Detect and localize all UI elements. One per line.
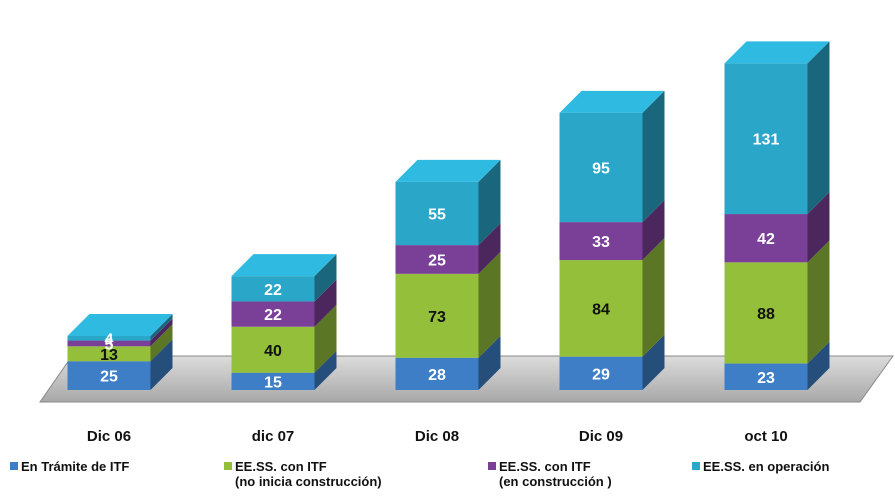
legend-label: EE.SS. con ITF (en construcción ) xyxy=(499,459,612,489)
bar-side xyxy=(150,313,173,341)
data-label: 4 xyxy=(105,331,114,348)
bar-top xyxy=(395,159,501,182)
bar-side xyxy=(314,279,337,327)
bar-side xyxy=(807,341,830,390)
bar-segment xyxy=(231,301,315,327)
bar-segment xyxy=(395,273,479,358)
data-label: 22 xyxy=(264,307,282,324)
data-label: 73 xyxy=(428,309,446,326)
bar-segment xyxy=(231,372,315,390)
data-label: 33 xyxy=(592,234,610,251)
data-label: 55 xyxy=(428,206,446,223)
bar-segment xyxy=(559,222,643,261)
data-label: 22 xyxy=(264,282,282,299)
legend-swatch xyxy=(10,462,18,470)
bar-side xyxy=(642,334,665,390)
bar-side xyxy=(314,254,337,302)
bar-segment xyxy=(559,356,643,390)
bar-side xyxy=(478,223,501,274)
data-label: 25 xyxy=(100,369,118,386)
bar-segment xyxy=(395,245,479,274)
bar-side xyxy=(150,339,173,390)
bar-side xyxy=(150,318,173,347)
bar-segment xyxy=(67,346,151,362)
data-label: 84 xyxy=(592,301,610,318)
category-label: Dic 09 xyxy=(578,428,624,445)
category-label: oct 10 xyxy=(744,428,788,445)
bar-side xyxy=(642,90,665,223)
bar-segment xyxy=(724,363,808,390)
data-label: 95 xyxy=(592,160,610,177)
data-label: 28 xyxy=(428,367,446,384)
legend-label: EE.SS. con ITF (no inicia construcción) xyxy=(235,459,382,489)
bar-side xyxy=(807,240,830,364)
bar-segment xyxy=(231,326,315,373)
bar-segment xyxy=(724,63,808,215)
bar-side xyxy=(478,159,501,246)
bar-side xyxy=(314,304,337,373)
bar-segment xyxy=(559,260,643,357)
data-label: 131 xyxy=(753,132,780,149)
bar-segment xyxy=(395,181,479,246)
data-label: 40 xyxy=(264,343,282,360)
bar-side xyxy=(807,192,830,263)
data-label: 42 xyxy=(757,231,775,248)
bar-segment xyxy=(67,361,151,390)
data-label: 23 xyxy=(757,370,775,387)
bar-segment xyxy=(67,340,151,347)
bar-segment xyxy=(395,357,479,390)
bar-side xyxy=(314,350,337,390)
bar-top xyxy=(559,90,665,113)
data-label: 25 xyxy=(428,252,446,269)
legend-swatch xyxy=(692,462,700,470)
bar-side xyxy=(642,238,665,357)
bar-side xyxy=(642,200,665,261)
legend-label: EE.SS. en operación xyxy=(703,459,830,474)
bar-side xyxy=(150,324,173,362)
legend-swatch xyxy=(224,462,232,470)
bar-segment xyxy=(231,276,315,302)
data-label: 5 xyxy=(105,336,114,353)
bar-segment xyxy=(724,214,808,263)
data-label: 29 xyxy=(592,366,610,383)
bar-segment xyxy=(724,262,808,364)
bar-top xyxy=(724,41,830,64)
legend-swatch xyxy=(488,462,496,470)
legend-label: En Trámite de ITF xyxy=(21,459,130,474)
bar-top xyxy=(231,254,337,277)
data-label: 13 xyxy=(100,347,118,364)
bar-segment xyxy=(67,335,151,341)
bar-side xyxy=(478,335,501,390)
bar-side xyxy=(478,251,501,358)
bar-top xyxy=(67,313,173,336)
data-label: 88 xyxy=(757,306,775,323)
bar-segment xyxy=(559,112,643,223)
category-label: Dic 08 xyxy=(414,428,460,445)
data-label: 15 xyxy=(264,374,282,391)
category-label: dic 07 xyxy=(251,428,295,445)
category-label: Dic 06 xyxy=(86,428,132,445)
bar-side xyxy=(807,41,830,215)
